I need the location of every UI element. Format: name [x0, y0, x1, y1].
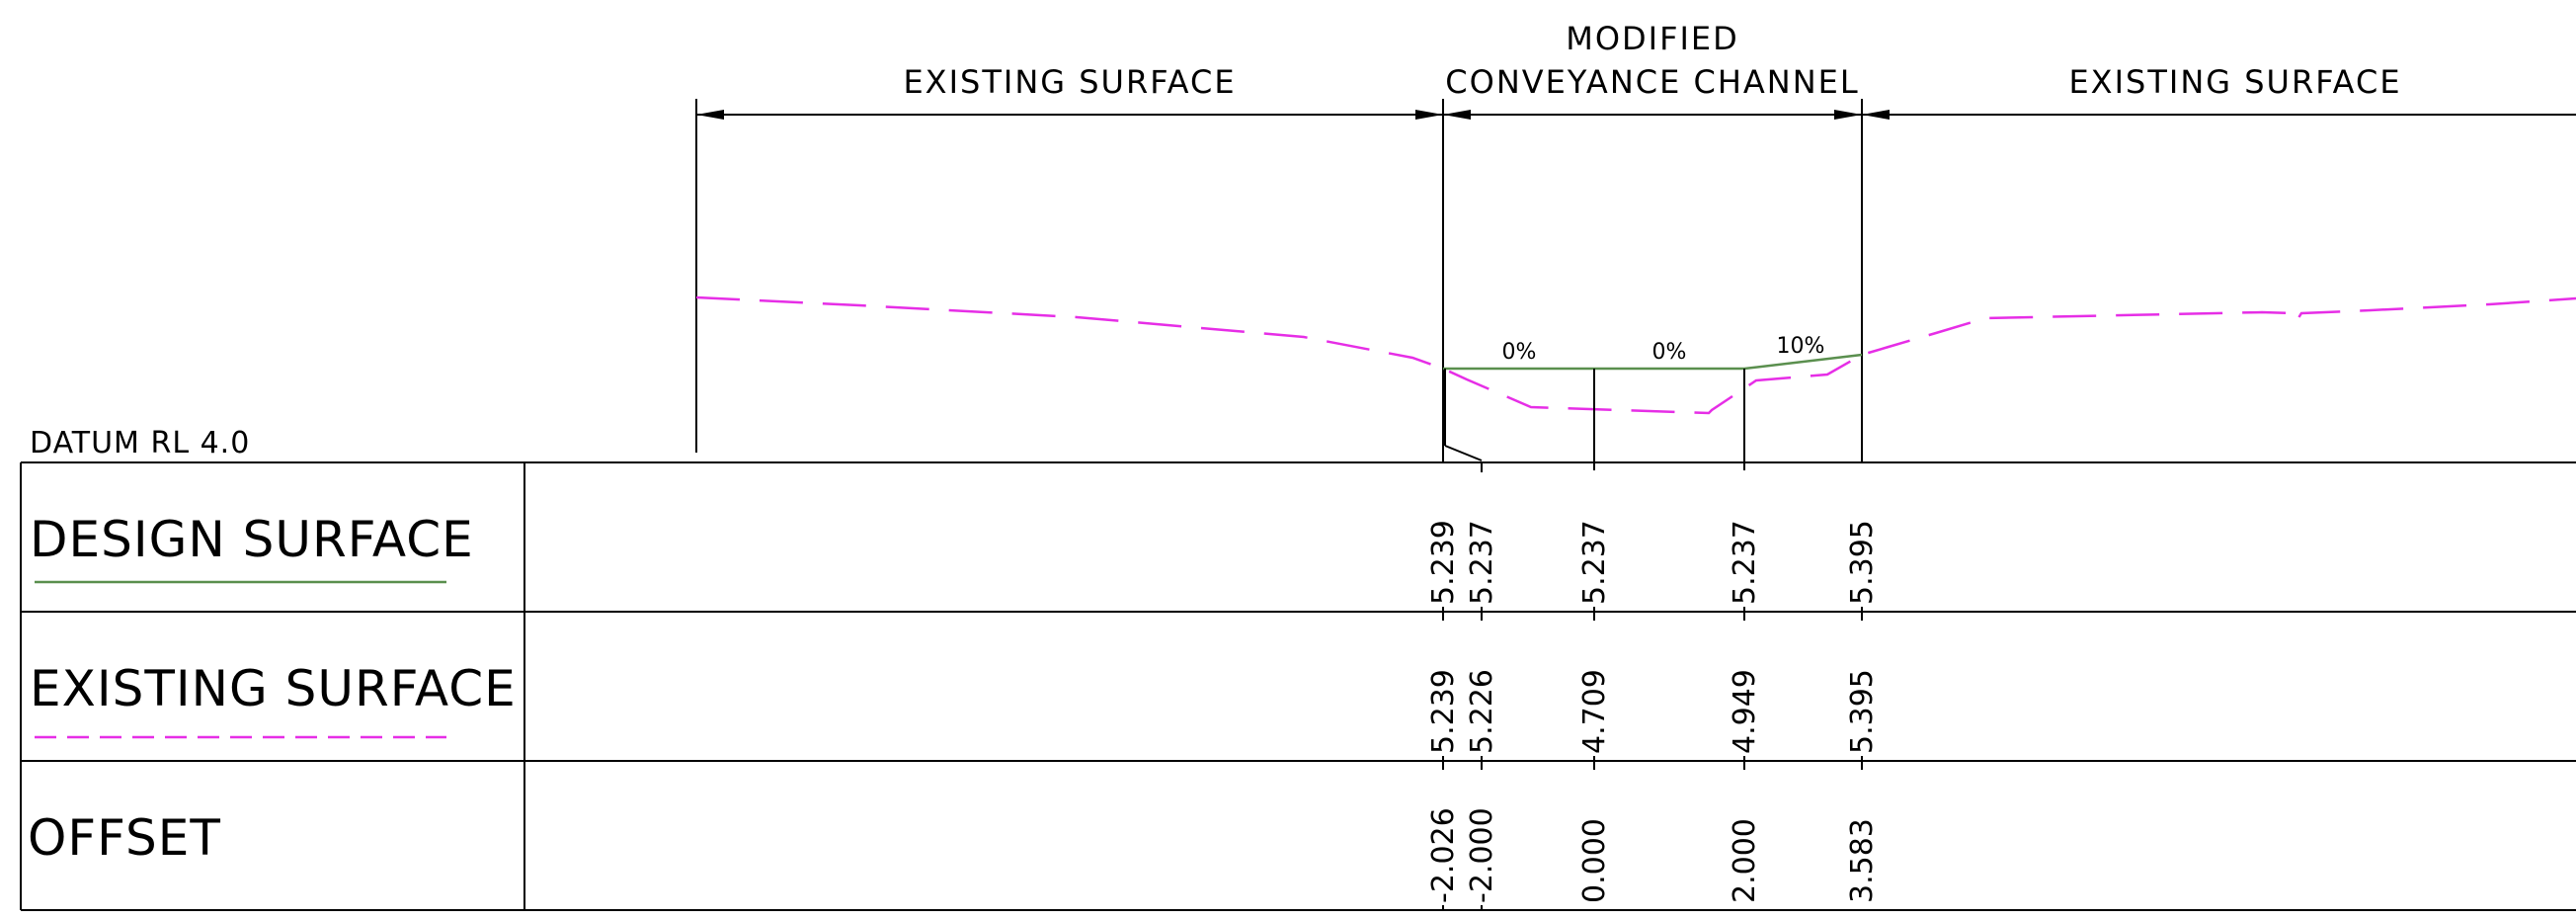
row-label-offset: OFFSET [28, 809, 221, 867]
arrow-channel-start [1443, 110, 1471, 120]
grade-label-1: 0% [1502, 340, 1537, 365]
row-label-design-surface: DESIGN SURFACE [30, 511, 474, 568]
design-value-5: 5.395 [1845, 520, 1880, 605]
design-value-1: 5.239 [1426, 520, 1461, 605]
existing-value-1: 5.239 [1426, 669, 1461, 754]
batter-lines [1444, 369, 1745, 472]
existing-value-5: 5.395 [1845, 669, 1880, 754]
header-modified: MODIFIED [1566, 20, 1739, 57]
design-value-3: 5.237 [1577, 520, 1612, 605]
existing-surface-profile [695, 295, 2576, 415]
header-existing-surface-left: EXISTING SURFACE [903, 63, 1236, 101]
offset-value-3: 0.000 [1577, 818, 1612, 903]
arrow-left-start [696, 110, 724, 120]
arrow-right-start [1862, 110, 1890, 120]
grade-label-2: 0% [1652, 340, 1687, 365]
grade-label-3: 10% [1777, 334, 1825, 359]
existing-value-4: 4.949 [1728, 669, 1762, 754]
header-dimensions [695, 99, 2576, 462]
station-ticks [1442, 607, 1863, 910]
header-conveyance-channel: CONVEYANCE CHANNEL [1445, 63, 1859, 101]
arrow-left-end [1415, 110, 1443, 120]
row-label-existing-surface: EXISTING SURFACE [30, 660, 517, 717]
design-value-4: 5.237 [1728, 520, 1762, 605]
existing-value-3: 4.709 [1577, 669, 1612, 754]
offset-value-5: 3.583 [1845, 818, 1880, 903]
existing-value-2: 5.226 [1465, 669, 1499, 754]
design-value-2: 5.237 [1465, 520, 1499, 605]
offset-value-4: 2.000 [1728, 818, 1762, 903]
data-table-grid [20, 461, 2576, 911]
cut-line-batter [1444, 445, 1483, 461]
header-existing-surface-right: EXISTING SURFACE [2068, 63, 2401, 101]
datum-label: DATUM RL 4.0 [30, 426, 250, 460]
offset-value-2: -2.000 [1465, 807, 1499, 903]
dimension-arrows [696, 110, 1890, 120]
design-surface-profile [1443, 353, 1863, 371]
arrow-channel-end [1834, 110, 1862, 120]
offset-value-1: -2.026 [1426, 807, 1461, 903]
